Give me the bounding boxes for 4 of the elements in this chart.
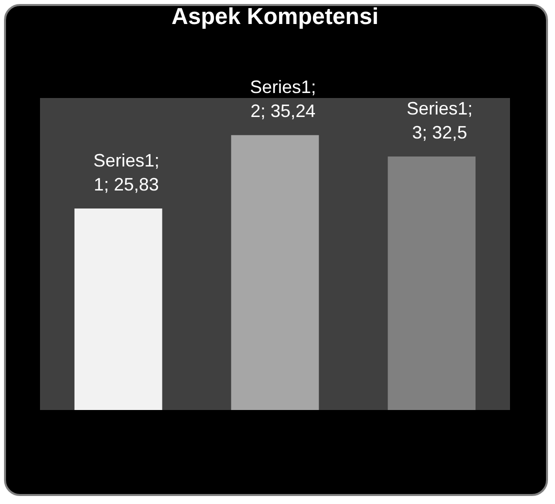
data-label: Series1; 3; 32,5: [406, 98, 473, 142]
chart-title: Aspek Kompetensi: [171, 3, 379, 30]
data-label: Series1; 2; 35,24: [250, 77, 316, 122]
data-label: Series1; 1; 25,83: [93, 150, 160, 195]
